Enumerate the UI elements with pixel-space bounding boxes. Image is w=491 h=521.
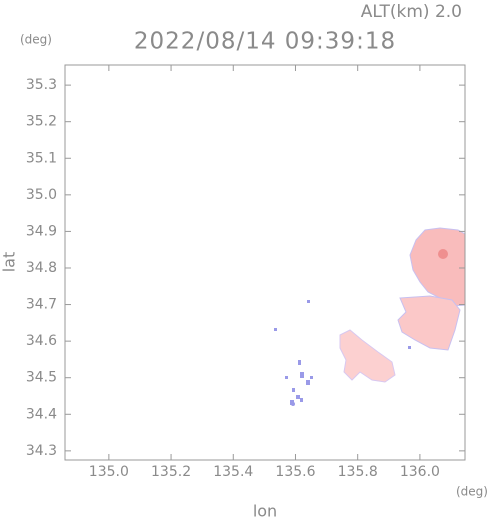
y-tick-label: 35.3 — [26, 77, 57, 93]
y-tick-label: 34.6 — [26, 333, 57, 349]
y-tick-label: 35.2 — [26, 114, 57, 130]
chart-title: 2022/08/14 09:39:18 — [134, 29, 396, 55]
x-tick-label: 135.8 — [338, 464, 378, 480]
y-tick-label: 34.3 — [26, 443, 57, 459]
y-axis-label: lat — [0, 252, 19, 273]
x-tick-label: 135.6 — [275, 464, 315, 480]
y-tick-label: 34.8 — [26, 260, 57, 276]
radar-echoes — [274, 227, 466, 406]
echo — [409, 227, 466, 307]
y-tick-label: 34.4 — [26, 406, 57, 422]
y-tick-label: 34.7 — [26, 297, 57, 313]
y-unit: (deg) — [20, 33, 52, 47]
echo — [397, 295, 461, 351]
y-tick-label: 35.0 — [26, 187, 57, 203]
plot-frame — [64, 64, 466, 461]
y-tick-label: 34.9 — [26, 223, 57, 239]
x-axis-label: lon — [253, 502, 277, 521]
x-tick-label: 135.2 — [151, 464, 191, 480]
weak-echoes — [274, 300, 411, 406]
y-tick-label: 35.1 — [26, 150, 57, 166]
x-unit: (deg) — [456, 485, 488, 499]
x-tick-label: 135.4 — [213, 464, 253, 480]
y-tick-label: 34.5 — [26, 370, 57, 386]
echo-core — [438, 249, 448, 259]
x-tick-label: 135.0 — [89, 464, 129, 480]
echo — [339, 329, 396, 383]
subtitle: ALT(km) 2.0 — [361, 2, 462, 22]
x-tick-label: 136.0 — [400, 464, 440, 480]
